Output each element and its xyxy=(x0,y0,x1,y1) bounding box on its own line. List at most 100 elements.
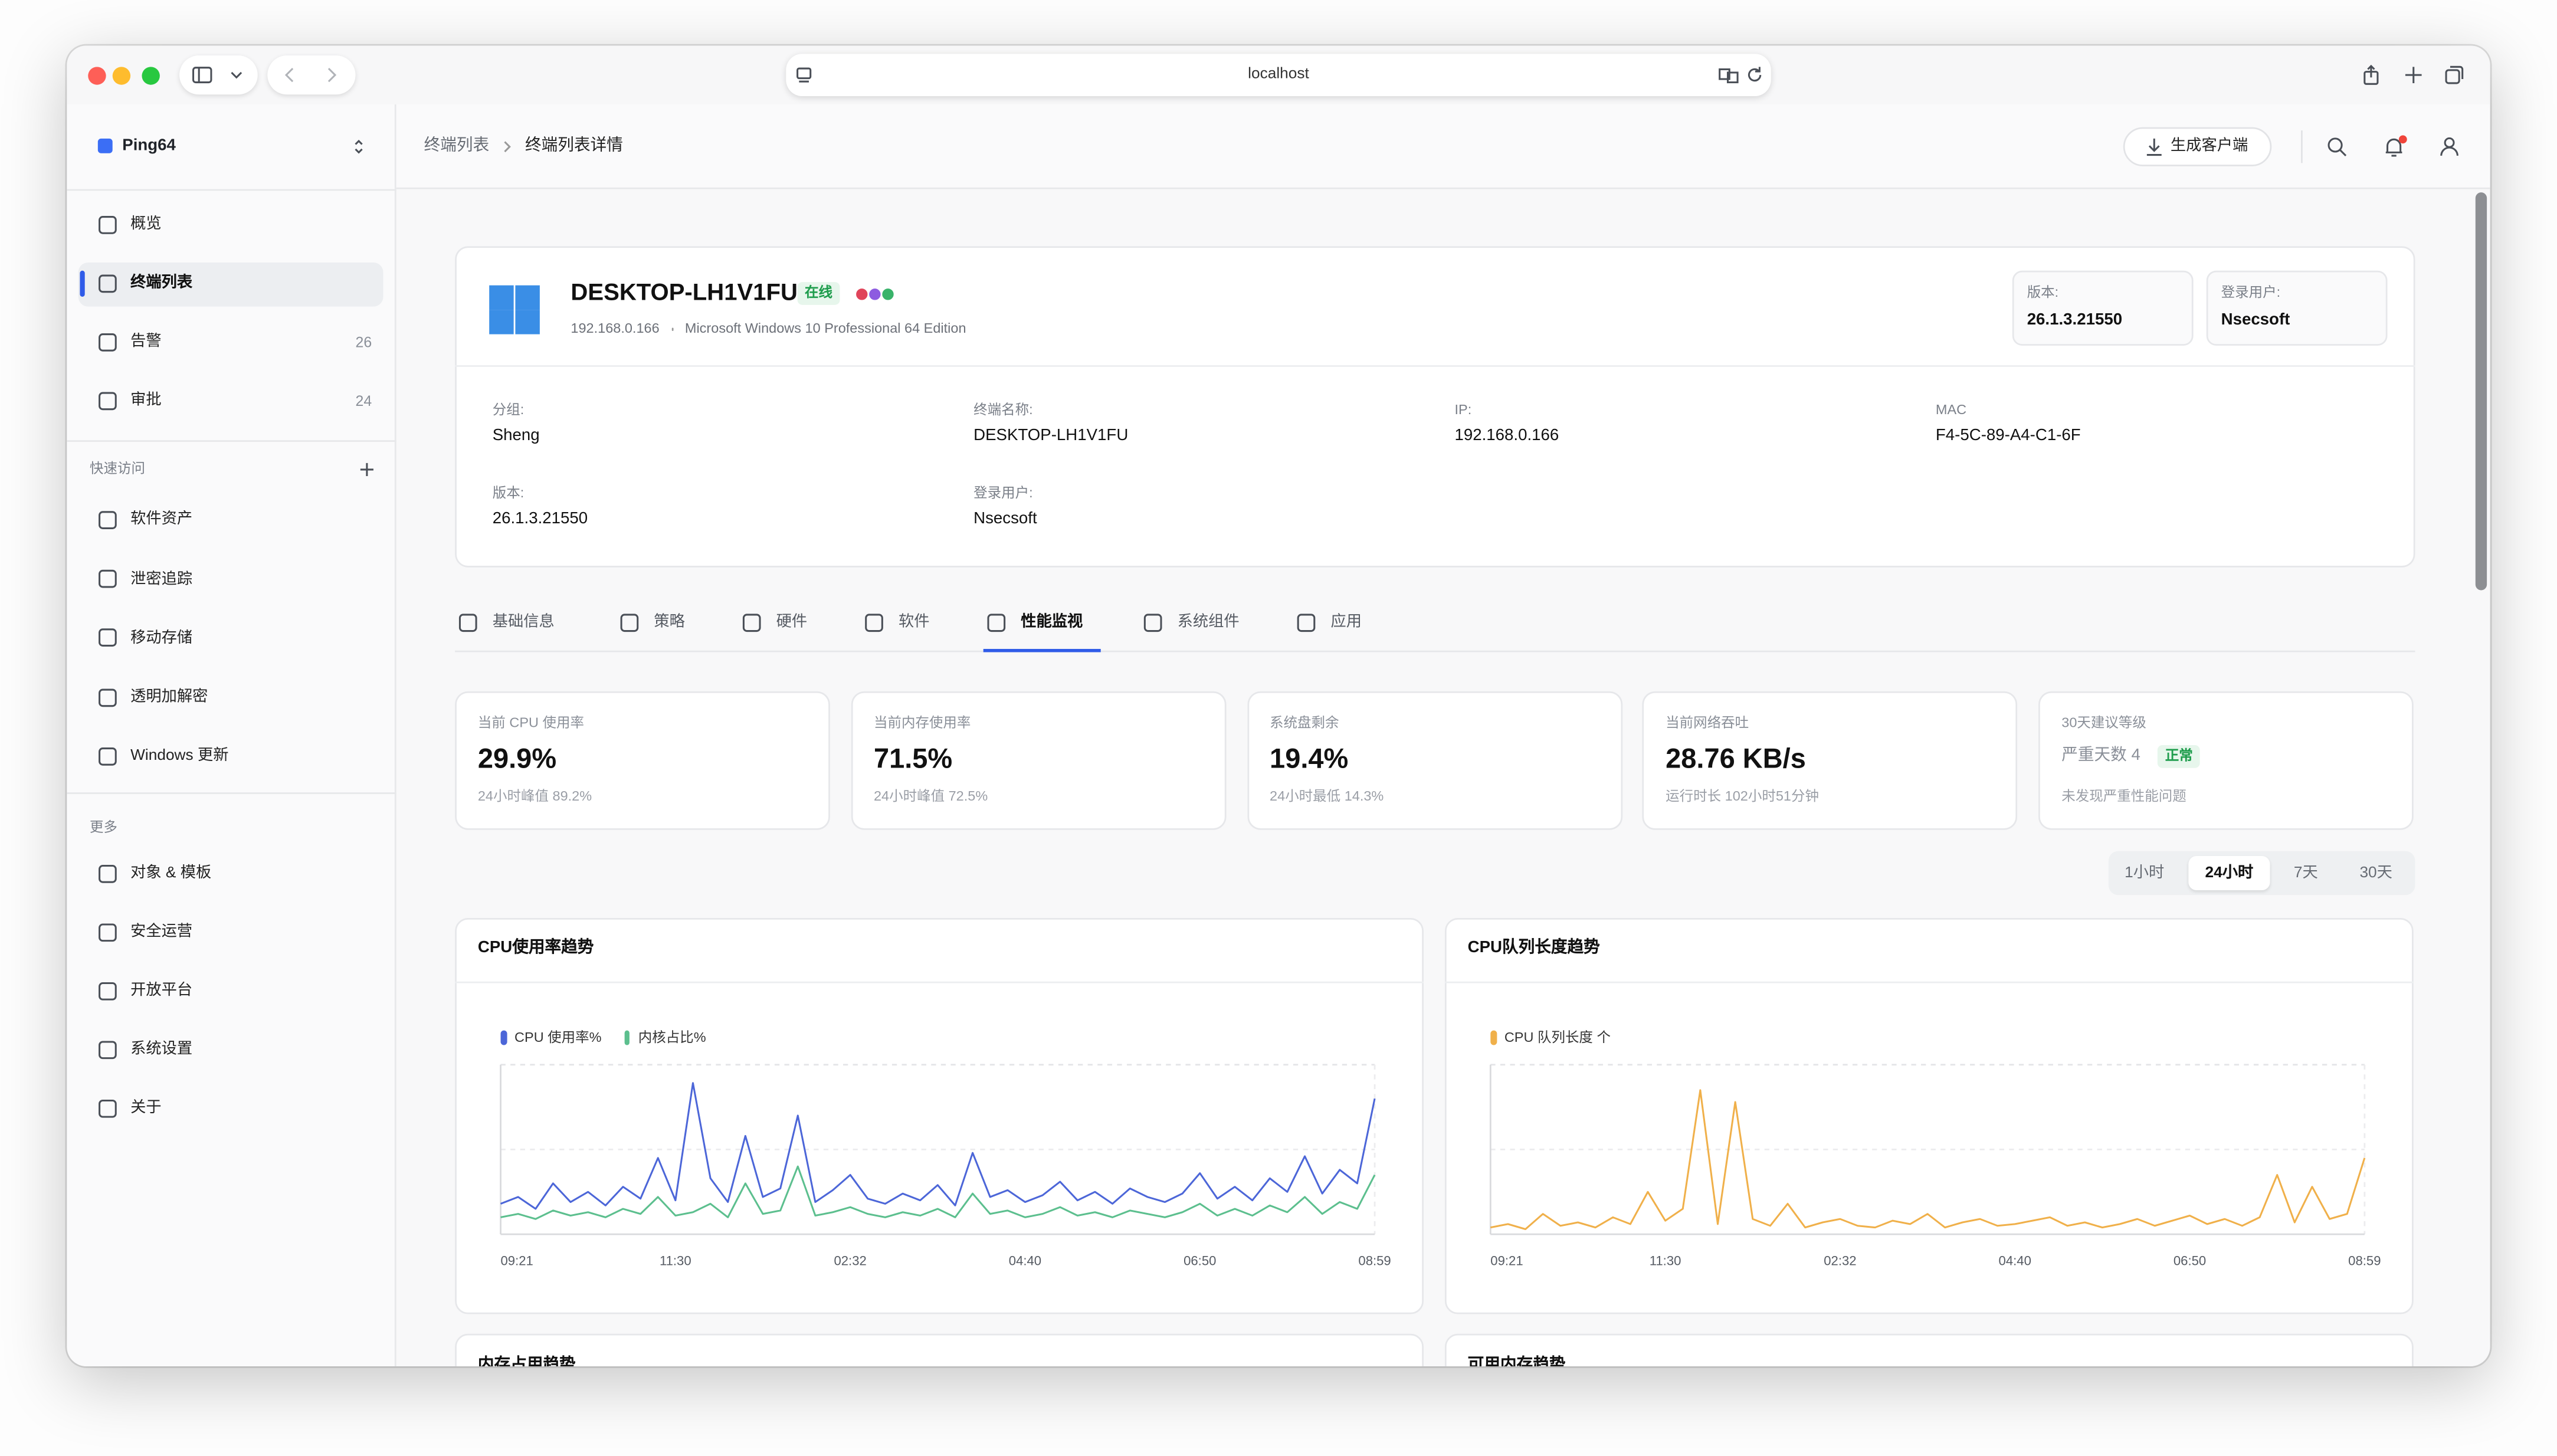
section-title: 快速访问 xyxy=(90,460,146,477)
tab[interactable]: 硬件 xyxy=(776,614,808,632)
nav-item[interactable]: 软件资产 xyxy=(130,510,193,529)
nav-item[interactable]: 审批 xyxy=(130,392,162,410)
nav-icon xyxy=(96,331,119,354)
range-option[interactable]: 30天 xyxy=(2359,864,2392,882)
sidebar-divider xyxy=(67,189,396,191)
reload-icon-glyph xyxy=(1748,67,1762,82)
search-button-glyph xyxy=(2327,137,2347,157)
tabs-button[interactable] xyxy=(2443,64,2466,87)
notification-button[interactable] xyxy=(2382,135,2405,158)
add-quick-button[interactable] xyxy=(356,458,379,481)
window-control[interactable] xyxy=(141,65,159,84)
device-status: 在线 xyxy=(805,284,833,300)
field-value: Nsecsoft xyxy=(973,509,1037,528)
legend-item[interactable]: CPU 使用率% xyxy=(500,1025,602,1048)
nav-item[interactable]: 移动存储 xyxy=(130,629,193,647)
device-os: Microsoft Windows 10 Professional 64 Edi… xyxy=(684,319,966,336)
back-button[interactable] xyxy=(279,64,302,87)
tab[interactable]: 策略 xyxy=(654,614,685,632)
breadcrumb-link[interactable]: 终端列表 xyxy=(424,137,490,155)
share-button[interactable] xyxy=(2360,64,2383,87)
app-switcher[interactable] xyxy=(348,135,371,158)
nav-active-bar xyxy=(80,270,84,297)
nav-item[interactable]: 安全运营 xyxy=(130,923,193,942)
tab-active-indicator xyxy=(983,648,1101,652)
stat-label: 系统盘剩余 xyxy=(1270,714,1339,731)
nav-item[interactable]: 告警 xyxy=(130,333,162,352)
field-value: F4-5C-89-A4-C1-6F xyxy=(1935,426,2081,445)
field-value: DESKTOP-LH1V1FU xyxy=(973,426,1129,445)
field-label: 终端名称: xyxy=(973,401,1033,418)
legend-label: CPU 队列长度 个 xyxy=(1504,1028,1611,1045)
nav-item[interactable]: 对象 & 模板 xyxy=(130,864,212,883)
search-button[interactable] xyxy=(2326,135,2349,158)
tab-icon xyxy=(985,611,1008,634)
breadcrumb-separator-glyph xyxy=(504,141,511,153)
nav-item[interactable]: Windows 更新 xyxy=(130,747,229,765)
tabs-button-glyph xyxy=(2445,65,2464,84)
x-tick-label: 08:59 xyxy=(2348,1254,2381,1270)
nav-item[interactable]: 概览 xyxy=(130,215,162,234)
nav-icon xyxy=(96,390,119,413)
address-bar[interactable] xyxy=(786,54,1771,97)
url: localhost xyxy=(1248,65,1309,84)
windows-logo-pane xyxy=(515,310,539,334)
translate-icon[interactable] xyxy=(1717,64,1740,87)
tab-icon-glyph xyxy=(458,614,477,632)
range-option[interactable]: 24小时 xyxy=(2205,864,2254,882)
agent-dot xyxy=(880,286,895,301)
tab-bar-border xyxy=(455,650,2415,652)
device-ip: 192.168.0.166 xyxy=(571,319,660,336)
new-tab-button[interactable] xyxy=(2402,64,2425,87)
nav-icon-glyph xyxy=(99,747,117,766)
nav-item[interactable]: 透明加解密 xyxy=(130,688,208,706)
tab-icon xyxy=(740,611,763,634)
stat-sub: 运行时长 102小时51分钟 xyxy=(1666,788,1819,804)
nav-item[interactable]: 终端列表 xyxy=(130,274,193,293)
tab[interactable]: 系统组件 xyxy=(1177,614,1240,632)
chart-title: 内存占用趋势 xyxy=(477,1356,576,1366)
chart-plot xyxy=(1489,1064,2366,1235)
generate-client-button[interactable] xyxy=(2123,127,2272,166)
field-label: 分组: xyxy=(492,401,524,418)
nav-item[interactable]: 系统设置 xyxy=(130,1041,193,1059)
tab[interactable]: 性能监视 xyxy=(1021,614,1083,632)
nav-item[interactable]: 关于 xyxy=(130,1099,162,1118)
stat-sub: 24小时最低 14.3% xyxy=(1270,788,1384,804)
nav-icon-glyph xyxy=(99,274,117,293)
legend-swatch xyxy=(624,1029,630,1045)
window-control[interactable] xyxy=(112,65,130,84)
stat-badge-bg xyxy=(2158,745,2201,768)
forward-button-glyph xyxy=(327,68,337,83)
breadcrumb-current: 终端列表详情 xyxy=(525,137,623,155)
legend-item[interactable]: 内核占比% xyxy=(624,1025,706,1048)
stat-label: 当前网络吞吐 xyxy=(1666,714,1749,731)
nav-item[interactable]: 开放平台 xyxy=(130,982,193,1001)
legend-item[interactable]: CPU 队列长度 个 xyxy=(1490,1025,1611,1048)
nav-icon-glyph xyxy=(99,570,117,588)
tab-icon xyxy=(1295,611,1318,634)
range-option[interactable]: 1小时 xyxy=(2125,864,2165,882)
range-option[interactable]: 7天 xyxy=(2293,864,2318,882)
nav-icon-glyph xyxy=(99,216,117,234)
window-control[interactable] xyxy=(87,65,106,84)
chart-card-divider xyxy=(455,981,1424,983)
nav-icon xyxy=(96,509,119,532)
account-button[interactable] xyxy=(2438,135,2461,158)
field-value: Sheng xyxy=(492,426,540,445)
x-tick-label: 09:21 xyxy=(1490,1254,1523,1270)
chart-plot xyxy=(500,1064,1376,1235)
scrollbar-thumb xyxy=(2475,192,2487,591)
app-name[interactable]: Ping64 xyxy=(122,137,176,155)
field-label: MAC xyxy=(1935,401,1967,418)
forward-button[interactable] xyxy=(320,64,343,87)
stat-value: 19.4% xyxy=(1270,743,1349,775)
info-badge xyxy=(2012,270,2194,346)
tab[interactable]: 软件 xyxy=(898,614,930,632)
nav-item[interactable]: 泄密追踪 xyxy=(130,570,193,588)
tab-icon-glyph xyxy=(620,614,639,632)
tab[interactable]: 应用 xyxy=(1330,614,1362,632)
generate-client-label: 生成客户端 xyxy=(2170,137,2248,156)
tab[interactable]: 基础信息 xyxy=(492,614,555,632)
reload-icon[interactable] xyxy=(1743,64,1766,87)
